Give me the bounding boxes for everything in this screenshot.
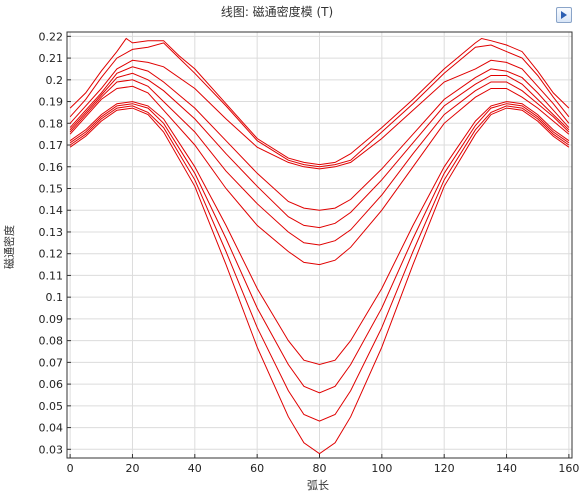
axis-ticks: 0 20 40 60 80 100 120 140 160 0.03 0.04 0.05 0.06 0.0… <box>39 30 580 475</box>
y-tick-label: 0.1 <box>46 291 64 304</box>
series-line-11 <box>69 107 570 455</box>
y-tick-label: 0.13 <box>39 226 64 239</box>
y-tick-label: 0.18 <box>39 117 64 130</box>
x-axis-label: 弧长 <box>307 478 329 492</box>
series-line-3 <box>69 59 570 170</box>
x-tick-label: 40 <box>188 462 202 475</box>
y-tick-label: 0.03 <box>39 443 64 456</box>
x-tick-label: 80 <box>313 462 327 475</box>
series-line-10 <box>69 105 570 422</box>
y-tick-label: 0.12 <box>39 248 64 261</box>
y-axis-label: 磁通密度 <box>2 225 16 269</box>
x-tick-label: 0 <box>67 462 74 475</box>
x-tick-label: 20 <box>125 462 139 475</box>
y-tick-label: 0.19 <box>39 96 64 109</box>
x-tick-label: 100 <box>371 462 392 475</box>
export-image-icon <box>561 11 567 19</box>
export-image-button[interactable] <box>556 7 572 23</box>
series-line-7 <box>69 85 570 266</box>
series-line-5 <box>69 72 570 229</box>
y-tick-label: 0.15 <box>39 182 64 195</box>
y-tick-label: 0.09 <box>39 313 64 326</box>
y-tick-label: 0.07 <box>39 356 64 369</box>
x-tick-label: 160 <box>558 462 579 475</box>
x-tick-label: 140 <box>496 462 517 475</box>
series-line-8 <box>69 101 570 366</box>
y-tick-label: 0.08 <box>39 335 64 348</box>
y-tick-label: 0.04 <box>39 422 64 435</box>
series-line-2 <box>69 42 570 168</box>
y-tick-label: 0.11 <box>39 269 64 282</box>
x-tick-label: 120 <box>434 462 455 475</box>
series-line-4 <box>69 66 570 211</box>
y-tick-label: 0.14 <box>39 204 64 217</box>
y-tick-label: 0.06 <box>39 378 64 391</box>
y-tick-label: 0.16 <box>39 161 64 174</box>
series-line-9 <box>69 103 570 394</box>
y-tick-label: 0.21 <box>39 52 64 65</box>
y-tick-label: 0.05 <box>39 400 64 413</box>
series-line-6 <box>69 79 570 246</box>
y-tick-label: 0.2 <box>46 74 64 87</box>
x-tick-label: 60 <box>250 462 264 475</box>
chart-title: 线图: 磁通密度模 (T) <box>221 4 333 19</box>
series-line-1 <box>69 37 570 166</box>
series-group <box>69 37 570 455</box>
grid <box>67 32 572 458</box>
y-tick-label: 0.22 <box>39 30 64 43</box>
y-tick-label: 0.17 <box>39 139 64 152</box>
